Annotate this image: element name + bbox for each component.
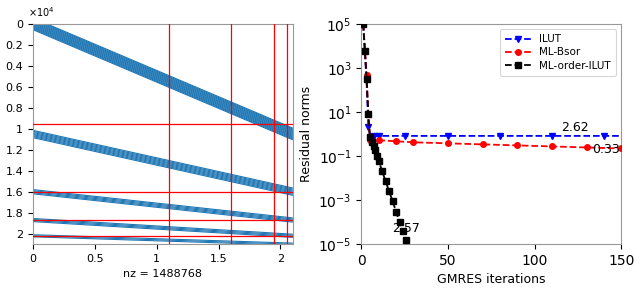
ILUT — [583, 134, 591, 138]
ML-order-ILUT — [406, 247, 414, 251]
ML-Bsor — [361, 46, 369, 50]
ML-Bsor — [392, 140, 400, 143]
ML-Bsor — [444, 142, 452, 145]
ML-Bsor — [531, 144, 538, 148]
ILUT — [383, 134, 391, 138]
ML-order-ILUT — [385, 190, 393, 193]
Line: ML-order-ILUT: ML-order-ILUT — [360, 21, 416, 262]
ML-order-ILUT — [410, 258, 417, 261]
X-axis label: GMRES iterations: GMRES iterations — [437, 273, 545, 286]
ILUT — [618, 134, 625, 138]
ML-Bsor — [618, 147, 625, 150]
ML-Bsor — [566, 145, 573, 149]
ILUT — [600, 134, 608, 138]
ML-order-ILUT — [399, 229, 407, 233]
ILUT — [513, 134, 521, 138]
ML-order-ILUT — [373, 154, 381, 158]
ML-Bsor — [401, 140, 408, 144]
ML-Bsor — [427, 141, 435, 145]
ML-order-ILUT — [365, 112, 372, 116]
ILUT — [566, 134, 573, 138]
ML-Bsor — [366, 138, 374, 142]
ILUT — [368, 134, 376, 138]
ML-Bsor — [410, 140, 417, 144]
ILUT — [361, 51, 369, 54]
ML-Bsor — [600, 146, 608, 150]
ML-Bsor — [365, 117, 372, 120]
ML-order-ILUT — [388, 199, 396, 203]
ML-order-ILUT — [375, 159, 383, 163]
ILUT — [401, 134, 408, 138]
ILUT — [366, 134, 374, 137]
ILUT — [371, 134, 379, 138]
ML-order-ILUT — [368, 140, 376, 143]
ML-order-ILUT — [370, 145, 378, 148]
ILUT — [363, 81, 371, 85]
Y-axis label: Residual norms: Residual norms — [300, 86, 313, 182]
ILUT — [479, 134, 486, 138]
ILUT — [373, 134, 381, 138]
ILUT — [548, 134, 556, 138]
ML-order-ILUT — [403, 239, 410, 242]
ML-order-ILUT — [359, 22, 367, 26]
ML-Bsor — [479, 142, 486, 146]
ML-order-ILUT — [366, 136, 374, 139]
ML-Bsor — [370, 138, 378, 142]
ML-Bsor — [461, 142, 469, 146]
ML-Bsor — [363, 73, 371, 76]
Text: $\times10^4$: $\times10^4$ — [28, 6, 54, 20]
ML-Bsor — [548, 145, 556, 148]
ILUT — [444, 134, 452, 138]
ML-Bsor — [375, 138, 383, 142]
Text: 2.62: 2.62 — [561, 121, 588, 135]
ML-order-ILUT — [382, 180, 390, 183]
ML-order-ILUT — [396, 220, 403, 224]
ILUT — [410, 134, 417, 138]
ILUT — [359, 22, 367, 26]
ML-Bsor — [383, 139, 391, 142]
ML-Bsor — [513, 144, 521, 147]
Line: ML-Bsor: ML-Bsor — [360, 21, 624, 151]
ML-Bsor — [496, 143, 504, 147]
ILUT — [427, 134, 435, 138]
ILUT — [461, 134, 469, 138]
ILUT — [365, 126, 372, 129]
ML-order-ILUT — [361, 49, 369, 53]
Line: ILUT: ILUT — [360, 20, 625, 139]
ILUT — [531, 134, 538, 138]
ILUT — [370, 134, 378, 138]
Text: 0.33: 0.33 — [592, 143, 620, 156]
X-axis label: nz = 1488768: nz = 1488768 — [124, 270, 202, 279]
ML-order-ILUT — [378, 170, 386, 173]
ML-order-ILUT — [363, 78, 371, 81]
ML-order-ILUT — [371, 149, 379, 152]
Legend: ILUT, ML-Bsor, ML-order-ILUT: ILUT, ML-Bsor, ML-order-ILUT — [500, 29, 616, 76]
ILUT — [375, 134, 383, 138]
ML-order-ILUT — [392, 210, 400, 213]
ML-Bsor — [583, 146, 591, 149]
ILUT — [392, 134, 400, 138]
ILUT — [496, 134, 504, 138]
Text: 2.57: 2.57 — [392, 222, 420, 235]
ML-Bsor — [359, 22, 367, 26]
